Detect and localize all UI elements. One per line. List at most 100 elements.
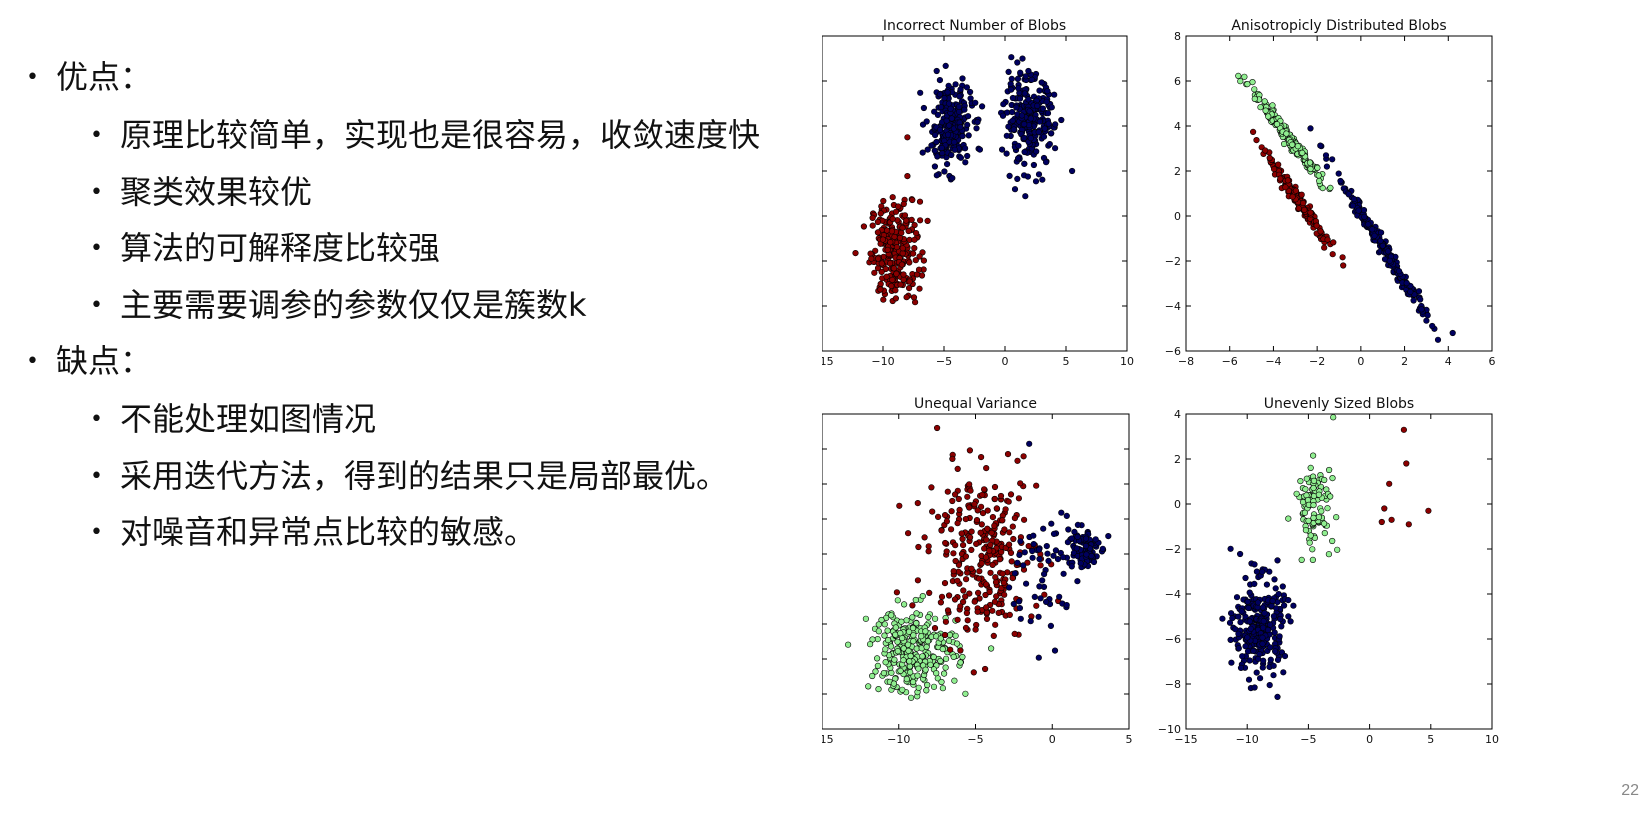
data-point (916, 198, 924, 205)
data-point (1004, 451, 1012, 458)
data-point (1021, 121, 1028, 128)
data-point (1302, 527, 1310, 534)
data-point (1369, 226, 1376, 233)
data-point (1071, 528, 1078, 536)
data-point (1345, 191, 1352, 198)
data-point (938, 527, 945, 534)
data-point (1032, 178, 1040, 185)
data-point (1244, 634, 1251, 641)
data-point (952, 81, 959, 88)
x-tick-label: −5 (967, 733, 983, 746)
data-point (930, 683, 938, 690)
data-point (1237, 619, 1244, 626)
data-point (960, 587, 967, 594)
data-point (897, 630, 904, 637)
data-point (1275, 161, 1282, 168)
data-point (974, 507, 981, 514)
data-point (915, 684, 922, 691)
data-point (911, 245, 918, 252)
data-point (1260, 657, 1267, 664)
data-point (1260, 624, 1267, 631)
data-point (1088, 552, 1095, 560)
data-point (971, 501, 978, 508)
data-point (1282, 184, 1289, 191)
data-point (962, 159, 969, 166)
data-point (991, 598, 998, 605)
data-point (903, 675, 910, 683)
data-point (1313, 222, 1320, 229)
data-point (941, 94, 948, 102)
chart-title: Unevenly Sized Blobs (1264, 396, 1414, 412)
data-point (943, 161, 951, 168)
data-point (899, 224, 906, 231)
data-point (923, 643, 930, 651)
data-point (1306, 159, 1314, 166)
data-point (910, 638, 917, 645)
bullet-subitem: • 采用迭代方法，得到的结果只是局部最优。 (86, 457, 822, 495)
data-point (936, 126, 944, 133)
data-point (900, 200, 907, 208)
data-point (979, 103, 986, 110)
data-point (1360, 207, 1368, 214)
data-point (983, 536, 990, 543)
data-point (919, 592, 926, 600)
data-point (1017, 480, 1024, 487)
data-point (1044, 110, 1052, 117)
data-point (1329, 475, 1336, 482)
data-point (1259, 604, 1267, 611)
data-point (869, 222, 876, 229)
data-point (972, 626, 979, 633)
data-point (1048, 520, 1055, 527)
data-point (906, 658, 913, 665)
data-point (983, 604, 990, 611)
data-point (942, 655, 950, 662)
data-point (942, 664, 949, 671)
data-point (912, 596, 919, 604)
data-point (1307, 165, 1314, 173)
data-point (877, 210, 884, 217)
data-point (956, 93, 963, 100)
data-point (984, 525, 991, 532)
data-point (915, 665, 922, 672)
data-point (1017, 69, 1024, 76)
data-point (877, 280, 884, 288)
data-point (1417, 296, 1424, 303)
data-point (875, 621, 882, 628)
data-point (1005, 123, 1012, 130)
data-point (1281, 602, 1288, 609)
x-tick-label: −10 (1236, 733, 1259, 746)
data-point (1011, 186, 1019, 193)
data-point (992, 579, 1000, 586)
data-point (869, 214, 876, 221)
data-point (966, 504, 973, 511)
data-point (1319, 185, 1326, 192)
data-point (1384, 248, 1392, 255)
data-point (1033, 602, 1040, 609)
data-point (1014, 59, 1021, 66)
data-point (898, 229, 905, 236)
data-point (894, 648, 901, 655)
data-point (1048, 130, 1055, 137)
data-point (948, 526, 955, 533)
data-point (1021, 148, 1028, 156)
data-point (934, 513, 942, 521)
data-point (1009, 117, 1016, 124)
data-point (1307, 464, 1314, 472)
data-point (1052, 121, 1059, 128)
data-point (967, 534, 974, 541)
data-point (950, 568, 957, 575)
data-point (982, 591, 989, 599)
data-point (1009, 94, 1016, 102)
data-point (1317, 142, 1324, 149)
data-point (940, 670, 948, 677)
data-point (879, 236, 887, 243)
data-point (1283, 130, 1290, 137)
data-point (978, 454, 985, 461)
data-point (1036, 87, 1043, 94)
data-point (1237, 78, 1244, 85)
data-point (893, 244, 900, 251)
data-point (1280, 669, 1287, 676)
data-point (882, 646, 889, 653)
data-point (1310, 514, 1317, 522)
data-point (924, 681, 931, 689)
